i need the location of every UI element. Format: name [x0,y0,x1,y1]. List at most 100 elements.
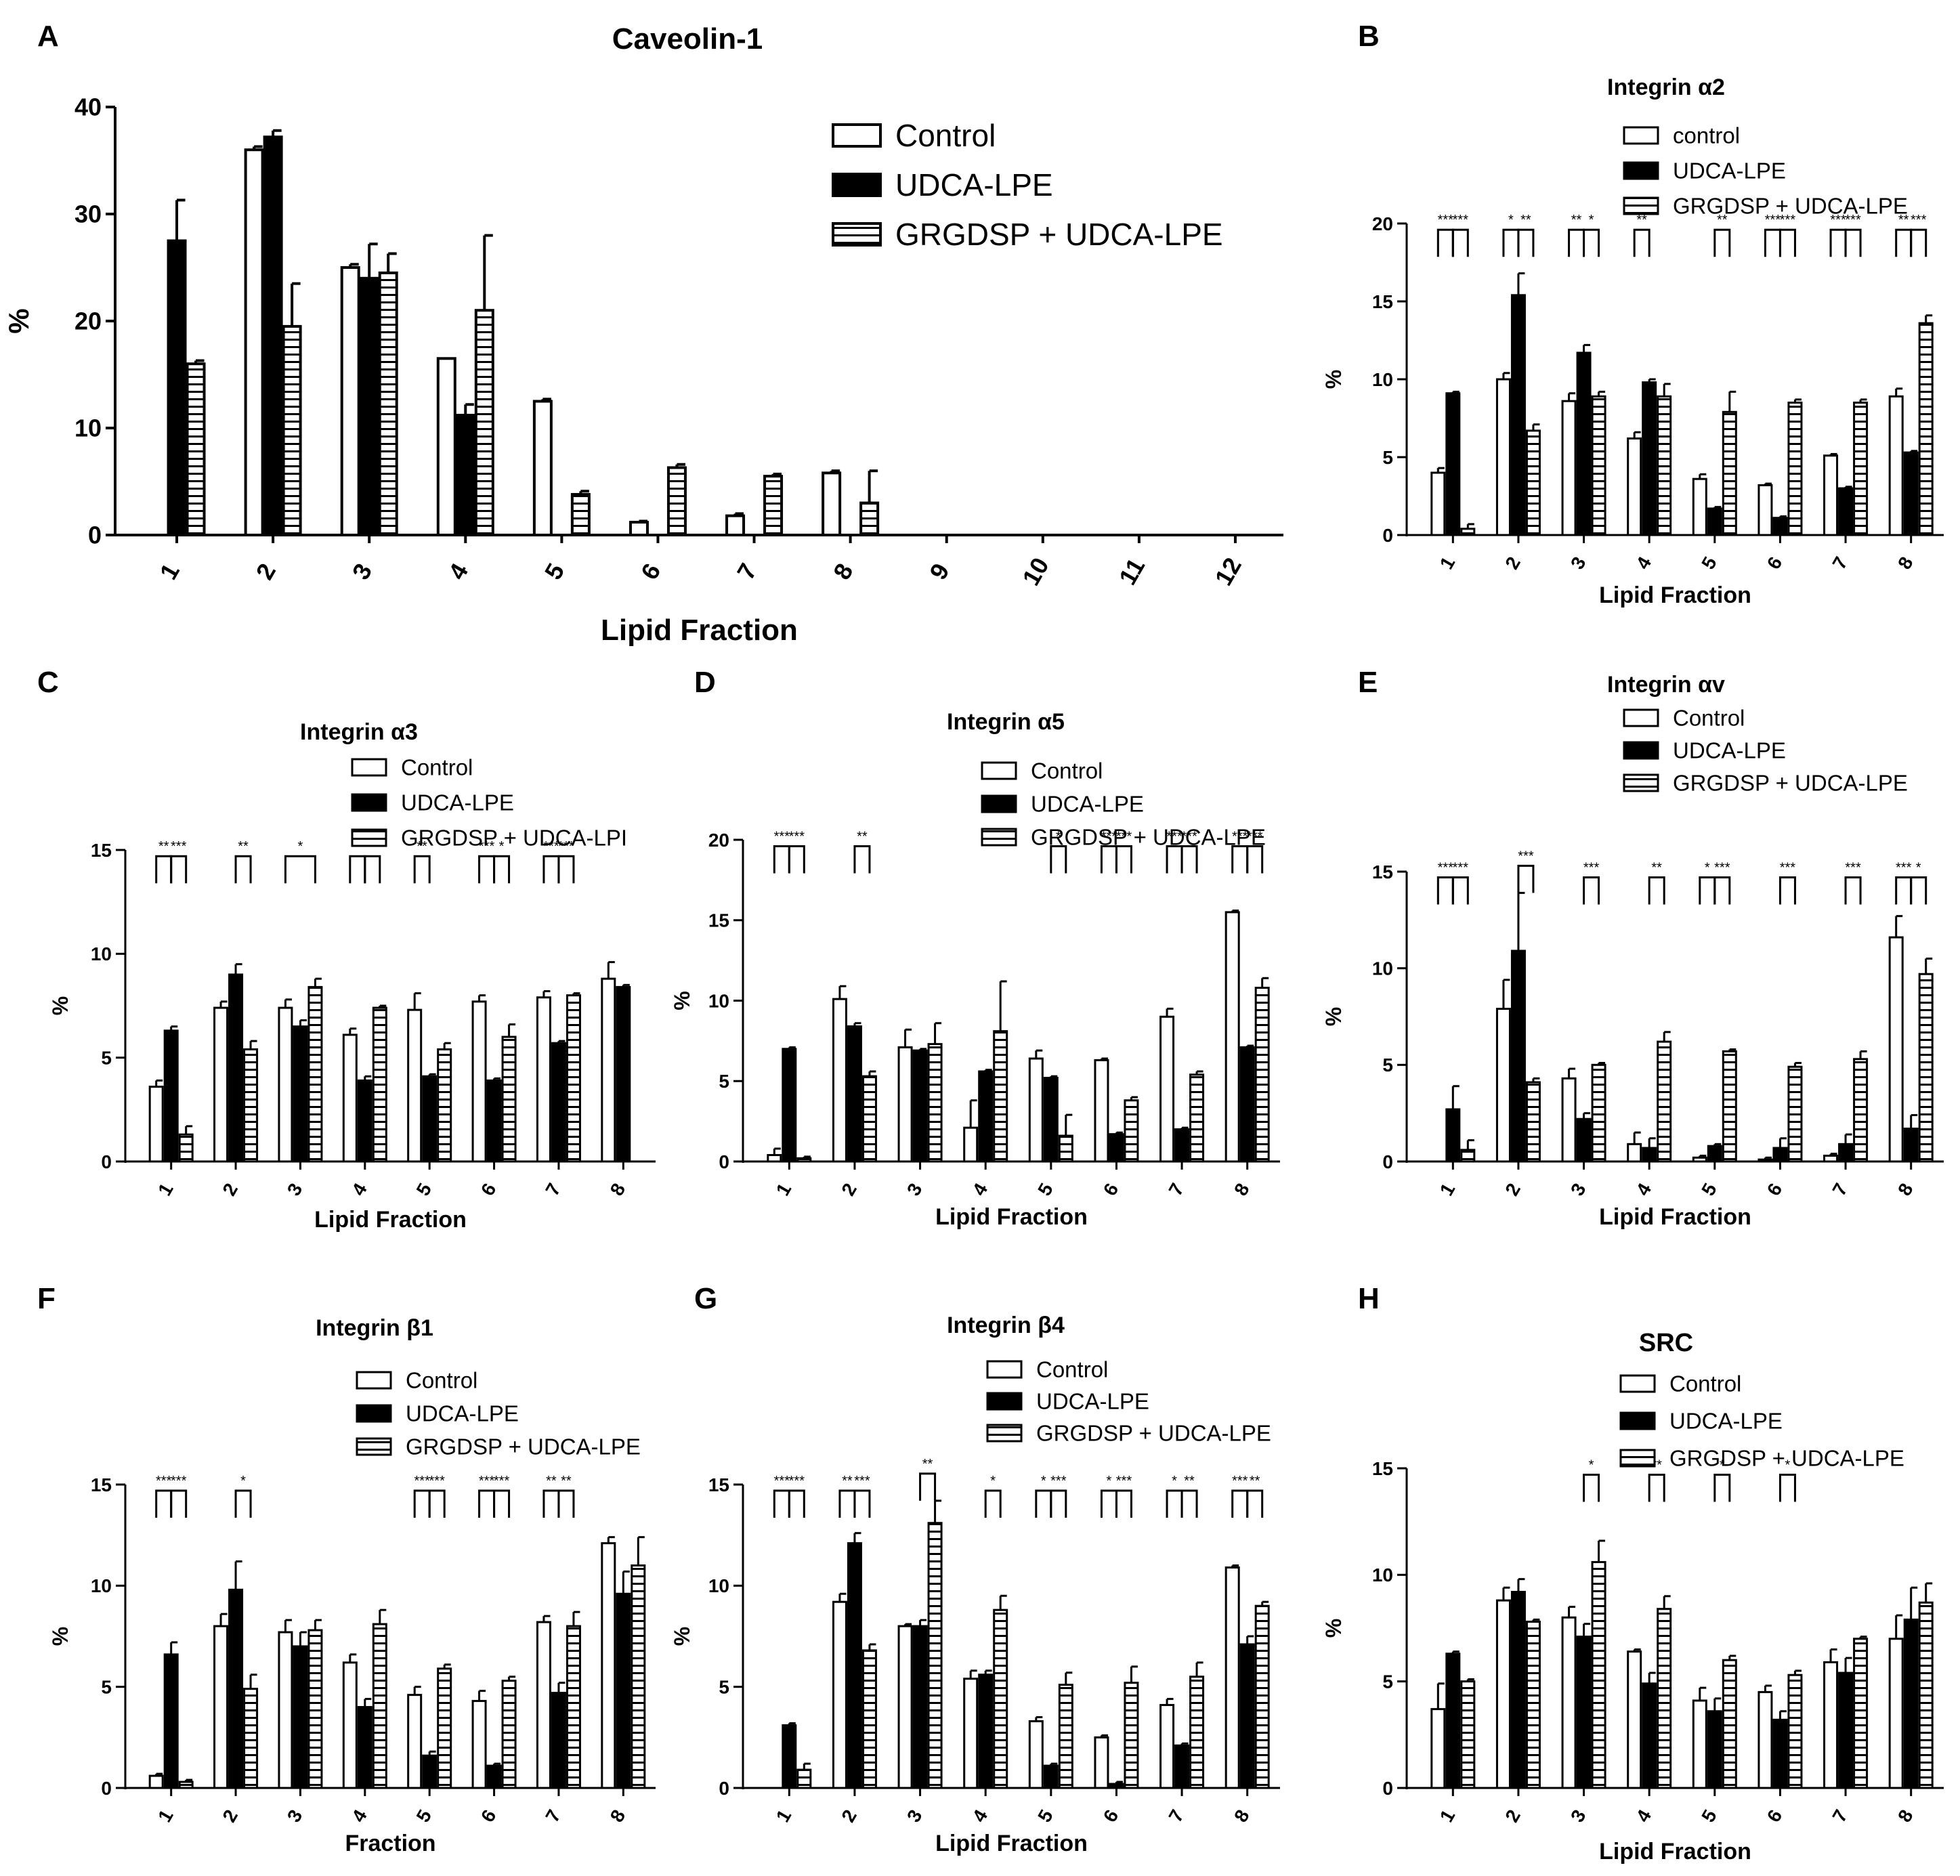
significance-bracket [542,855,560,884]
significance-mark: ** [158,839,169,854]
significance-mark: *** [171,839,187,854]
significance-mark: *** [1181,830,1197,845]
legend-swatch-2 [981,794,1017,813]
x-tick-label: 8 [828,559,859,584]
significance-bracket [1713,228,1731,257]
significance-bracket [1583,228,1600,257]
legend-swatch-2 [356,1404,392,1423]
legend-label-3: GRGDSP + UDCA-LPE [1036,1421,1271,1446]
legend-swatch-1 [1623,708,1659,727]
bar-3 [1657,395,1672,536]
significance-mark: *** [1166,830,1183,845]
chart-title: Integrin β4 [947,1313,1065,1338]
bar-1 [1561,1616,1577,1789]
significance-bracket [1115,1489,1132,1518]
bar-1 [725,514,746,536]
y-tick-label: 15 [708,1474,729,1495]
bar-1 [536,996,551,1163]
bar-2 [293,1025,308,1163]
bar-2 [228,1588,244,1789]
bar-2 [1707,1145,1722,1163]
significance-bracket [155,855,173,884]
y-tick-label: 20 [1372,213,1393,234]
x-axis-label: Lipid Fraction [1599,1204,1751,1230]
bar-1 [1430,1708,1446,1789]
significance-mark: *** [1232,830,1248,845]
x-tick-label: 8 [1894,553,1917,573]
significance-mark: *** [1438,213,1454,228]
panel-c-integrin-a3: Integrin α3 0 5 10 15% Lipid Fraction 1 2 3 4 5 6 7 8… [48,719,656,1233]
bar-3 [1657,1608,1672,1789]
bar-1 [436,357,456,536]
y-tick-label: 0 [719,1778,729,1799]
significance-bracket [1180,845,1198,874]
y-axis-label: % [3,308,35,333]
x-tick-label: 6 [477,1180,500,1199]
significance-mark: *** [156,1474,172,1489]
legend-swatch-1 [986,1360,1023,1379]
bar-2 [1174,1744,1190,1789]
x-tick-label: 3 [283,1806,307,1826]
bar-2 [167,239,187,536]
significance-bracket [1050,1489,1067,1518]
bar-1 [1692,477,1707,536]
bar-1 [1888,936,1904,1163]
bar-2 [1838,1143,1854,1163]
legend-swatch-3 [1619,1449,1656,1468]
significance-bracket [428,1489,446,1518]
significance-bracket [1778,876,1796,905]
significance-bracket [493,1489,511,1518]
bar-3 [378,271,398,536]
bar-1 [1757,484,1773,536]
bar-1 [471,1700,487,1789]
x-tick-label: 3 [283,1180,307,1199]
x-tick-label: 4 [968,1179,992,1199]
x-axis-label: Lipid Fraction [1599,1839,1751,1864]
bar-1 [1430,471,1446,536]
legend-swatch-1 [1619,1374,1656,1393]
significance-bracket [1451,228,1469,257]
bar-2 [1445,392,1461,536]
bar-3 [861,1649,877,1789]
bar-3 [566,994,581,1163]
bar-2 [1707,507,1722,536]
bar-1 [148,1774,164,1789]
significance-mark: * [1508,213,1514,228]
legend-swatch-3 [1623,196,1659,215]
y-axis-label: % [670,991,694,1010]
significance-mark: ** [922,1457,933,1472]
y-tick-label: 10 [708,1575,729,1596]
bar-2 [1445,1108,1461,1163]
chart-title: Integrin α3 [300,719,418,745]
significance-bracket [788,845,805,874]
significance-bracket [413,1489,431,1518]
bar-3 [861,1075,877,1163]
significance-mark: * [1056,830,1061,845]
x-tick-label: 5 [1697,553,1721,573]
bar-1 [1627,1143,1642,1163]
legend-swatch-1 [1623,126,1659,145]
x-tick-label: 1 [772,1180,796,1199]
x-tick-label: 4 [443,559,474,584]
significance-mark: *** [543,839,559,854]
bar-2 [1642,1682,1657,1789]
significance-bracket [1115,845,1132,874]
x-tick-label: 5 [539,559,570,584]
significance-bracket [1583,1473,1600,1502]
panel-letter-e: E [1358,666,1378,699]
significance-bracket [478,855,496,884]
bar-3 [474,309,494,536]
significance-bracket [919,1472,937,1501]
significance-bracket [853,845,871,874]
bar-3 [763,475,784,536]
significance-bracket [1035,1489,1052,1518]
x-tick-label: 8 [606,1180,630,1199]
bar-2 [163,1029,179,1163]
significance-mark: *** [774,830,790,845]
bar-3 [1787,1065,1803,1163]
chart-title: Integrin β1 [316,1315,433,1341]
bar-3 [570,492,591,537]
significance-mark: *** [1845,861,1861,876]
panel-letter-b: B [1358,20,1380,53]
